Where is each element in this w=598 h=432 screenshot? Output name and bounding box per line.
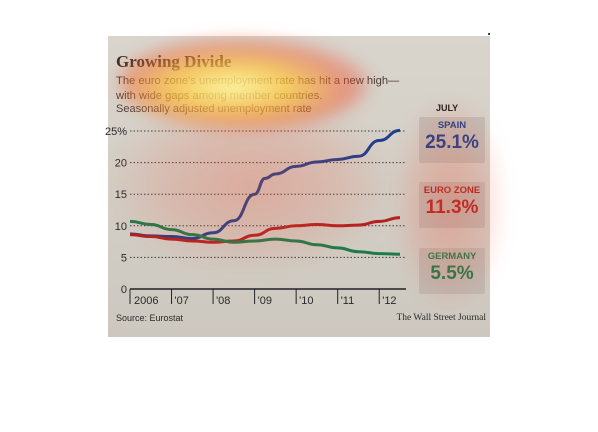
x-tick-label: '12 (382, 295, 396, 307)
source-note: Source: Eurostat (116, 313, 184, 323)
y-tick-label: 0 (121, 284, 127, 296)
x-tick-label: '09 (258, 295, 272, 307)
x-tick-label: '08 (216, 295, 230, 307)
y-tick-label: 5 (121, 252, 127, 264)
y-tick-label: 15 (115, 189, 127, 201)
spain-value: 25.1% (425, 132, 479, 153)
x-tick-label: '10 (299, 295, 313, 307)
spain-label: SPAIN (437, 120, 467, 131)
spain-callout: SPAIN 25.1% (419, 117, 485, 163)
corner-mark (488, 33, 490, 35)
y-tick-label: 25% (105, 126, 127, 138)
y-tick-label: 20 (115, 158, 127, 170)
germany-callout: GERMANY 5.5% (419, 248, 485, 294)
germany-label: GERMANY (427, 251, 477, 262)
spain-line (129, 128, 401, 240)
x-tick-label: '11 (341, 295, 355, 307)
germany-line (129, 219, 401, 256)
x-tick-label: 2006 (134, 295, 158, 307)
value-header: JULY (436, 103, 459, 113)
publisher-credit: The Wall Street Journal (396, 313, 486, 323)
germany-value: 5.5% (430, 263, 474, 284)
euro-zone-value: 11.3% (425, 197, 479, 218)
euro-zone-label: EURO ZONE (423, 185, 481, 196)
x-tick-label: '07 (175, 295, 189, 307)
euro-zone-callout: EURO ZONE 11.3% (419, 182, 485, 228)
y-tick-label: 10 (115, 221, 127, 233)
euro-zone-line (129, 216, 401, 244)
